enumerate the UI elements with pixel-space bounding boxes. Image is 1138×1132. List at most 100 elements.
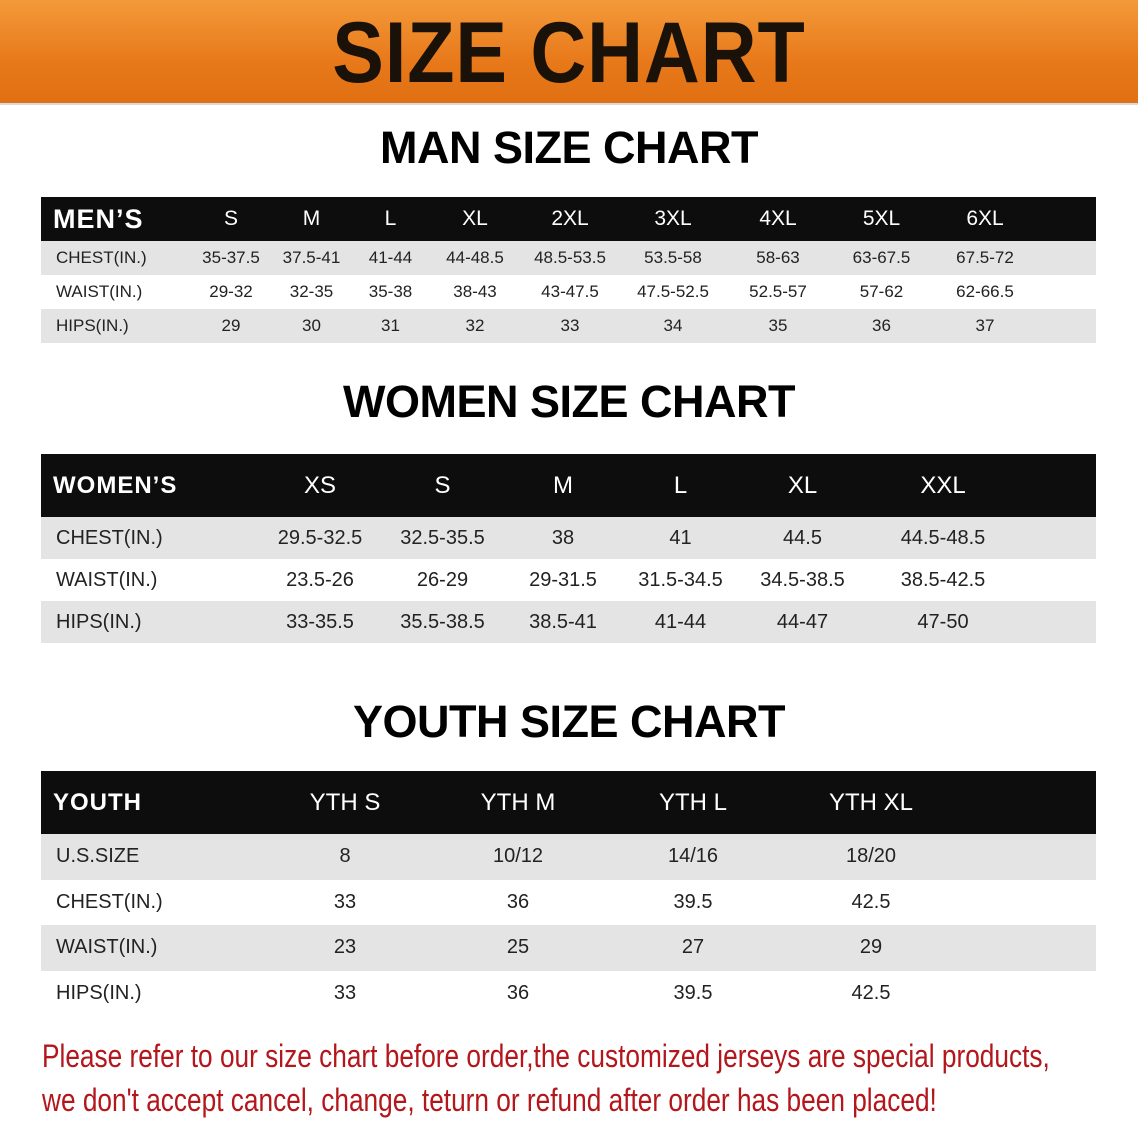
table-cell: 26-29 — [416, 568, 469, 591]
table-cell: 47.5-52.5 — [637, 282, 709, 301]
table-cell: 57-62 — [859, 282, 904, 301]
measurement-label: U.S.SIZE — [56, 845, 140, 868]
size-column-header: M — [302, 207, 321, 230]
table-header-row: MEN’S S M L XL 2XL 3XL 4XL 5XL 6XL — [41, 197, 1096, 241]
table-cell: 29 — [221, 316, 241, 335]
size-column-header: YTH M — [480, 788, 556, 816]
table-cell: 25 — [506, 936, 530, 959]
table-cell: 35 — [768, 316, 788, 335]
table-row: U.S.SIZE 8 10/12 14/16 18/20 — [41, 834, 1096, 880]
measurement-label: CHEST(IN.) — [56, 526, 163, 549]
table-cell: 23 — [333, 936, 357, 959]
table-cell: 35-37.5 — [202, 248, 260, 267]
table-cell: 42.5 — [851, 981, 891, 1004]
men-size-table: MEN’S S M L XL 2XL 3XL 4XL 5XL 6XL CHEST(IN.) 35-37… — [41, 197, 1096, 343]
notice-line-2: we don't accept cancel, change, teturn o… — [42, 1082, 937, 1118]
measurement-label: HIPS(IN.) — [56, 981, 142, 1004]
table-row: HIPS(IN.) 33-35.5 35.5-38.5 38.5-41 41-44 44-… — [41, 601, 1096, 643]
table-cell: 41 — [669, 526, 692, 549]
table-row: CHEST(IN.) 33 36 39.5 42.5 — [41, 879, 1096, 925]
table-row: CHEST(IN.) 29.5-32.5 32.5-35.5 38 41 44.5 44.5… — [41, 517, 1096, 559]
table-cell: 39.5 — [673, 981, 713, 1004]
table-cell: 14/16 — [667, 845, 719, 868]
size-column-header: 4XL — [759, 207, 797, 230]
table-label-header: MEN’S — [53, 203, 144, 234]
table-cell: 39.5 — [673, 890, 713, 913]
table-cell: 43-47.5 — [541, 282, 599, 301]
table-cell: 36 — [506, 890, 530, 913]
size-column-header: 2XL — [551, 207, 589, 230]
size-column-header: XS — [303, 471, 336, 499]
size-column-header: XXL — [920, 471, 966, 499]
table-cell: 44.5-48.5 — [900, 526, 986, 549]
table-cell: 58-63 — [756, 248, 800, 267]
women-section-title: WOMEN SIZE CHART — [343, 376, 795, 427]
size-column-header: XL — [787, 471, 818, 499]
table-cell: 29-32 — [209, 282, 253, 301]
table-cell: 33 — [333, 981, 357, 1004]
table-cell: 8 — [339, 845, 351, 868]
size-column-header: 6XL — [966, 207, 1004, 230]
table-cell: 47-50 — [917, 610, 969, 633]
table-cell: 27 — [681, 936, 705, 959]
table-cell: 29 — [859, 936, 883, 959]
banner: SIZE CHART — [0, 0, 1138, 105]
table-cell: 34 — [663, 316, 683, 335]
size-column-header: L — [673, 471, 688, 499]
table-row: HIPS(IN.) 33 36 39.5 42.5 — [41, 970, 1096, 1016]
table-cell: 18/20 — [845, 845, 897, 868]
measurement-label: WAIST(IN.) — [56, 568, 158, 591]
youth-size-table: YOUTH YTH S YTH M YTH L YTH XL U.S.SIZE 8 10/12… — [41, 771, 1096, 1016]
table-cell: 44-48.5 — [446, 248, 504, 267]
size-column-header: S — [223, 207, 238, 230]
table-label-header: YOUTH — [53, 788, 142, 816]
measurement-label: WAIST(IN.) — [56, 936, 158, 959]
youth-section-title: YOUTH SIZE CHART — [352, 696, 786, 747]
table-cell: 31.5-34.5 — [638, 568, 723, 591]
size-column-header: 3XL — [654, 207, 692, 230]
table-cell: 37 — [975, 316, 995, 335]
table-cell: 35-38 — [368, 282, 413, 301]
table-label-header: WOMEN’S — [53, 471, 178, 499]
table-cell: 29-31.5 — [529, 568, 597, 591]
table-cell: 42.5 — [851, 890, 891, 913]
table-cell: 35.5-38.5 — [400, 610, 485, 633]
table-cell: 31 — [381, 316, 400, 335]
table-cell: 44.5 — [783, 526, 822, 549]
table-row: WAIST(IN.) 23 25 27 29 — [41, 925, 1096, 971]
table-cell: 36 — [506, 981, 530, 1004]
table-cell: 53.5-58 — [644, 248, 702, 267]
table-cell: 48.5-53.5 — [534, 248, 606, 267]
men-section-title: MAN SIZE CHART — [380, 122, 758, 173]
table-cell: 36 — [872, 316, 891, 335]
table-cell: 38-43 — [453, 282, 497, 301]
table-cell: 44-47 — [776, 610, 829, 633]
table-cell: 32-35 — [289, 282, 334, 301]
table-cell: 30 — [302, 316, 321, 335]
table-cell: 37.5-41 — [282, 248, 341, 267]
table-row: CHEST(IN.) 35-37.5 37.5-41 41-44 44-48.5 48.5… — [41, 241, 1096, 275]
size-column-header: 5XL — [862, 207, 901, 230]
size-column-header: YTH L — [658, 788, 727, 816]
table-header-row: WOMEN’S XS S M L XL XXL — [41, 454, 1096, 517]
table-header-row: YOUTH YTH S YTH M YTH L YTH XL — [41, 771, 1096, 834]
measurement-label: HIPS(IN.) — [56, 316, 129, 335]
table-cell: 10/12 — [492, 845, 544, 868]
table-cell: 34.5-38.5 — [760, 568, 845, 591]
table-cell: 38.5-42.5 — [900, 568, 986, 591]
table-cell: 38.5-41 — [529, 610, 597, 633]
size-column-header: S — [434, 471, 451, 499]
measurement-label: CHEST(IN.) — [56, 248, 147, 267]
table-cell: 33-35.5 — [286, 610, 354, 633]
table-row: WAIST(IN.) 23.5-26 26-29 29-31.5 31.5-34.5 34… — [41, 559, 1096, 601]
women-size-table: WOMEN’S XS S M L XL XXL CHEST(IN.) 29.5-32.5 32.5… — [41, 454, 1096, 643]
measurement-label: WAIST(IN.) — [56, 282, 143, 301]
table-cell: 52.5-57 — [749, 282, 807, 301]
table-cell: 33 — [333, 890, 357, 913]
notice-line-1: Please refer to our size chart before or… — [42, 1038, 1050, 1074]
table-row: WAIST(IN.) 29-32 32-35 35-38 38-43 43-47.5 47.… — [41, 275, 1096, 309]
table-cell: 33 — [560, 316, 580, 335]
table-cell: 23.5-26 — [286, 568, 354, 591]
table-cell: 62-66.5 — [956, 282, 1014, 301]
table-cell: 32 — [465, 316, 485, 335]
